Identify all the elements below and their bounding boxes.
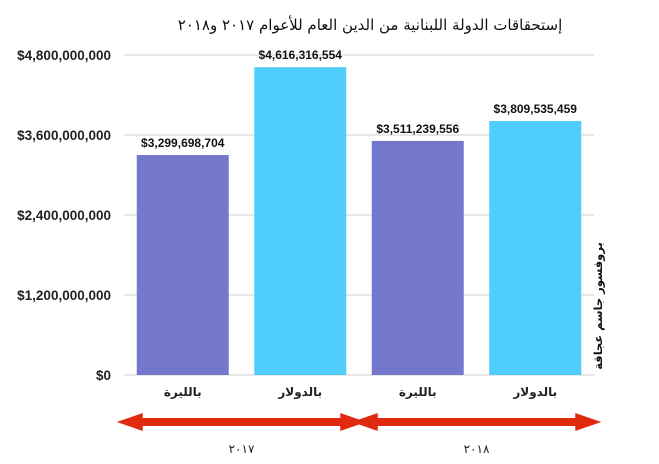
category-label-0-0: بالليرة [164, 385, 202, 399]
year-label-1: ٢٠١٨ [464, 442, 490, 456]
y-tick-label-2: $2,400,000,000 [17, 208, 111, 223]
data-label-1-1: $3,809,535,459 [494, 102, 578, 116]
bar-0-1 [254, 67, 347, 376]
author-credit: بروفسور جاسم عجاقة [591, 242, 606, 370]
year-arrows: ٢٠١٧ ٢٠١٨ [116, 413, 602, 456]
bar-0-0 [136, 155, 229, 375]
data-label-0-0: $3,299,698,704 [141, 136, 225, 150]
bars: $3,299,698,704 $4,616,316,554 $3,511,239,5… [136, 48, 582, 376]
double-arrow-0 [116, 413, 367, 431]
year-label-0: ٢٠١٧ [229, 442, 255, 456]
y-tick-label-0: $0 [96, 368, 111, 383]
bar-1-1 [489, 121, 582, 375]
y-tick-label-1: $1,200,000,000 [17, 288, 111, 303]
y-tick-label-3: $3,600,000,000 [17, 128, 111, 143]
bar-1-0 [371, 140, 464, 375]
chart-title: إستحقاقات الدولة اللبنانية من الدين العا… [178, 15, 563, 34]
category-label-1-0: بالليرة [399, 385, 437, 399]
x-axis-labels: بالليرة بالدولار بالليرة بالدولار [164, 385, 557, 400]
double-arrow-1 [351, 413, 602, 431]
category-label-0-1: بالدولار [277, 385, 322, 400]
y-axis: $0 $1,200,000,000 $2,400,000,000 $3,600,000… [17, 48, 111, 383]
y-tick-label-4: $4,800,000,000 [17, 48, 111, 63]
data-label-1-0: $3,511,239,556 [376, 122, 459, 136]
data-label-0-1: $4,616,316,554 [259, 48, 343, 62]
category-label-1-1: بالدولار [512, 385, 557, 400]
